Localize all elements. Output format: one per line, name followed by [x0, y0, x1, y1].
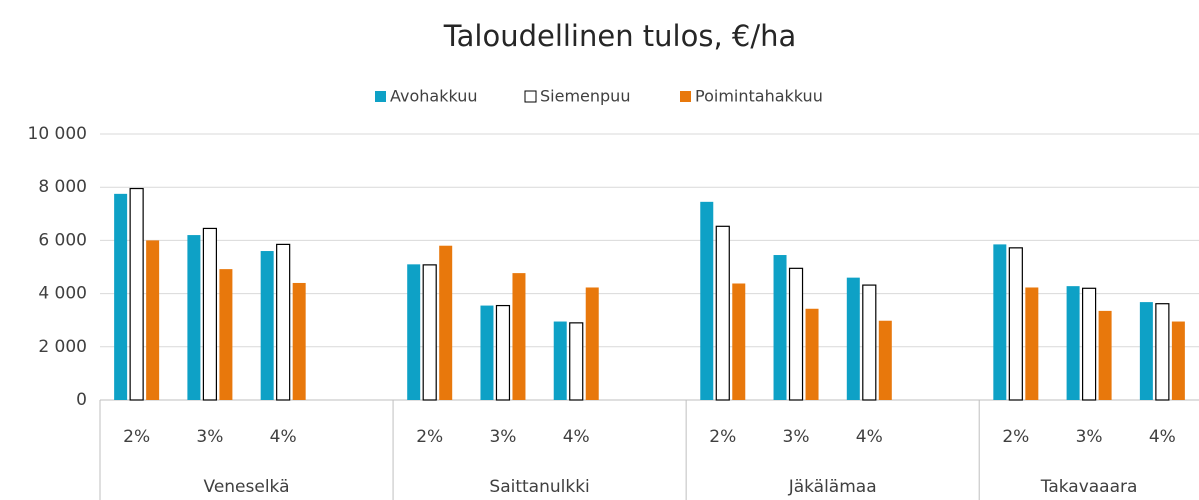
group-label: Saittanulkki [489, 477, 589, 497]
legend-swatch [680, 91, 691, 102]
chart-title: Taloudellinen tulos, €/ha [443, 19, 797, 53]
legend-swatch [375, 91, 386, 102]
bar [407, 264, 421, 400]
y-tick-label: 2 000 [38, 337, 87, 357]
group-label: Veneselkä [204, 477, 290, 497]
y-tick-label: 0 [76, 390, 87, 410]
x-tick-label: 3% [1076, 427, 1103, 447]
bar [276, 243, 291, 401]
bar [732, 283, 746, 400]
x-tick-label: 2% [709, 427, 736, 447]
bar [773, 255, 787, 400]
x-tick-label: 2% [123, 427, 150, 447]
bar [260, 251, 274, 400]
x-tick-label: 3% [783, 427, 810, 447]
bar [1066, 286, 1080, 400]
legend-label: Poimintahakkuu [695, 87, 823, 106]
bar [700, 201, 714, 400]
bar [187, 235, 201, 400]
x-tick-label: 3% [489, 427, 516, 447]
y-tick-label: 10 000 [28, 124, 87, 144]
bar [114, 193, 128, 400]
bar [202, 227, 217, 401]
bar [439, 245, 453, 400]
y-tick-label: 6 000 [38, 230, 87, 250]
bar [146, 240, 160, 400]
x-tick-label: 3% [196, 427, 223, 447]
bar [553, 321, 567, 400]
bar [846, 277, 860, 400]
bar [1025, 287, 1039, 400]
bar [480, 305, 494, 400]
bar [129, 187, 144, 401]
bar [805, 308, 819, 400]
x-tick-label: 4% [270, 427, 297, 447]
bar [1155, 303, 1170, 401]
bar [788, 267, 804, 401]
x-tick-label: 2% [416, 427, 443, 447]
y-tick-label: 4 000 [38, 284, 87, 304]
bar [495, 304, 511, 401]
bar [1081, 287, 1097, 401]
bar [585, 287, 599, 400]
legend-label: Siemenpuu [540, 87, 630, 106]
bar [512, 273, 526, 400]
bar [862, 284, 877, 401]
bar [1098, 310, 1112, 400]
bar [993, 244, 1007, 400]
x-tick-label: 2% [1002, 427, 1029, 447]
legend-label: Avohakkuu [390, 87, 478, 106]
y-tick-label: 8 000 [38, 177, 87, 197]
x-tick-label: 4% [563, 427, 590, 447]
group-label: Takavaaara [1040, 477, 1138, 497]
bar [878, 320, 892, 400]
bar [715, 225, 730, 401]
legend-swatch [524, 90, 537, 103]
bar [569, 322, 584, 401]
bar [1008, 247, 1023, 401]
bar [219, 269, 233, 400]
x-tick-label: 4% [856, 427, 883, 447]
bar [1139, 302, 1153, 400]
bar [422, 264, 437, 401]
x-tick-label: 4% [1149, 427, 1176, 447]
bar [1171, 321, 1185, 400]
bar [292, 282, 306, 400]
group-label: Jäkälämaa [788, 477, 877, 497]
